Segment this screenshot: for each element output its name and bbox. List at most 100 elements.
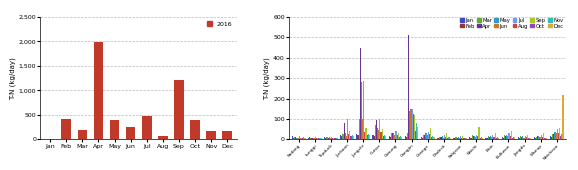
Bar [330, 138, 331, 139]
Bar [372, 135, 373, 139]
Bar [545, 138, 546, 139]
Bar [400, 136, 401, 139]
Bar [476, 135, 477, 139]
Bar [446, 133, 447, 139]
Bar [513, 137, 514, 139]
Bar [522, 136, 523, 139]
Bar [540, 135, 542, 139]
Bar [462, 136, 464, 139]
Bar [380, 132, 381, 139]
Bar [495, 133, 496, 139]
Bar [94, 42, 103, 139]
Bar [557, 129, 558, 139]
Bar [492, 135, 494, 139]
Bar [455, 137, 457, 139]
Bar [562, 95, 564, 139]
Bar [295, 137, 297, 139]
Bar [347, 119, 348, 139]
Bar [527, 135, 528, 139]
Bar [364, 132, 365, 139]
Bar [442, 136, 443, 139]
Bar [519, 138, 520, 139]
Bar [417, 127, 418, 139]
Bar [316, 138, 317, 139]
Bar [385, 136, 386, 139]
Bar [110, 120, 120, 139]
Y-axis label: T-N (kg/day): T-N (kg/day) [9, 57, 16, 100]
Bar [434, 137, 435, 139]
Bar [345, 133, 346, 139]
Bar [174, 80, 184, 139]
Bar [544, 138, 545, 139]
Bar [361, 82, 362, 139]
Bar [310, 138, 312, 139]
Bar [77, 130, 87, 139]
Bar [503, 138, 504, 139]
Bar [142, 116, 151, 139]
Bar [494, 137, 495, 139]
Bar [406, 137, 407, 139]
Bar [528, 138, 529, 139]
Bar [362, 119, 363, 139]
Bar [520, 136, 521, 139]
Bar [294, 137, 295, 139]
Bar [486, 138, 487, 139]
Bar [429, 134, 430, 139]
Bar [561, 134, 562, 139]
Bar [320, 138, 321, 139]
Bar [427, 135, 428, 139]
Bar [512, 138, 513, 139]
Bar [552, 134, 553, 139]
Bar [475, 137, 476, 139]
Bar [539, 137, 540, 139]
Bar [504, 135, 505, 139]
Bar [505, 136, 506, 139]
Bar [491, 137, 492, 139]
Bar [332, 138, 334, 139]
Bar [543, 133, 544, 139]
Bar [309, 137, 310, 139]
Bar [542, 137, 543, 139]
Bar [343, 134, 344, 139]
Bar [325, 138, 327, 139]
Bar [533, 137, 535, 139]
Bar [458, 137, 459, 139]
Bar [507, 136, 509, 139]
Bar [397, 135, 398, 139]
Bar [479, 127, 480, 139]
Bar [340, 135, 342, 139]
Bar [537, 136, 538, 139]
Bar [461, 138, 462, 139]
Bar [536, 137, 537, 139]
Bar [460, 136, 461, 139]
Bar [444, 135, 445, 139]
Bar [440, 137, 442, 139]
Bar [334, 138, 335, 139]
Bar [313, 138, 314, 139]
Bar [558, 133, 559, 139]
Bar [391, 133, 392, 139]
Bar [464, 138, 465, 139]
Bar [555, 133, 557, 139]
Bar [321, 138, 322, 139]
Bar [480, 138, 481, 139]
Bar [328, 138, 329, 139]
Bar [409, 111, 410, 139]
Bar [559, 128, 560, 139]
Bar [423, 135, 424, 139]
Bar [401, 137, 402, 139]
Bar [358, 119, 360, 139]
Bar [447, 138, 449, 139]
Bar [61, 119, 71, 139]
Bar [450, 138, 451, 139]
Bar [299, 136, 300, 139]
Bar [466, 138, 467, 139]
Bar [298, 138, 299, 139]
Bar [297, 138, 298, 139]
Bar [318, 138, 320, 139]
Bar [482, 138, 483, 139]
Bar [302, 138, 303, 139]
Bar [525, 137, 527, 139]
Bar [375, 125, 376, 139]
Bar [407, 133, 408, 139]
